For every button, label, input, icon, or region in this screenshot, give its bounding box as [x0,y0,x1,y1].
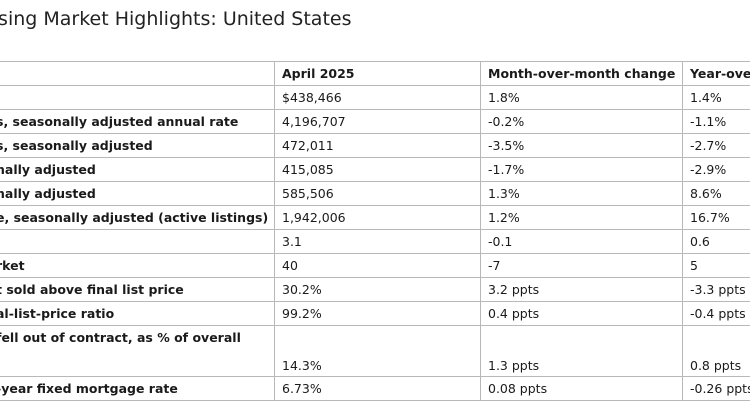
mom-value-cell: 1.3% [480,181,683,206]
yoy-value-cell: -1.1% [682,109,750,134]
metric-cell: s, seasonally adjusted annual rate [0,109,275,134]
mom-value-cell: 1.2% [480,205,683,230]
mom-value-cell: 1.8% [480,85,683,110]
mom-value-cell: -1.7% [480,157,683,182]
april-value-cell: 4,196,707 [274,109,481,134]
table-row: rket 40 -7 5 [0,253,750,278]
housing-highlights-table: April 2025 Month-over-month change Year-… [0,61,750,401]
yoy-value-cell: 5 [682,253,750,278]
yoy-value-cell: 16.7% [682,205,750,230]
mom-value-cell: -3.5% [480,133,683,158]
yoy-value-cell: -0.26 ppts [682,376,750,401]
header-mom-change: Month-over-month change [480,61,683,86]
mom-value-cell: -7 [480,253,683,278]
mom-value-cell: 0.4 ppts [480,301,683,326]
yoy-value-cell: 1.4% [682,85,750,110]
yoy-value-cell: 0.8 ppts [682,325,750,377]
header-yoy-change: Year-over-y [682,61,750,86]
header-april-2025: April 2025 [274,61,481,86]
april-value-cell: 585,506 [274,181,481,206]
metric-cell: -year fixed mortgage rate [0,376,275,401]
table-row: e, seasonally adjusted (active listings)… [0,205,750,230]
yoy-value-cell: -2.9% [682,157,750,182]
metric-cell: fell out of contract, as % of overall [0,325,275,377]
april-value-cell: 30.2% [274,277,481,302]
metric-cell: s, seasonally adjusted [0,133,275,158]
yoy-value-cell: -2.7% [682,133,750,158]
yoy-value-cell: 0.6 [682,229,750,254]
table-row: t sold above final list price 30.2% 3.2 … [0,277,750,302]
table-row: s, seasonally adjusted annual rate 4,196… [0,109,750,134]
april-value-cell: 40 [274,253,481,278]
metric-cell: nally adjusted [0,157,275,182]
table-row: al-list-price ratio 99.2% 0.4 ppts -0.4 … [0,301,750,326]
mom-value-cell: 0.08 ppts [480,376,683,401]
table-row: nally adjusted 585,506 1.3% 8.6% [0,181,750,206]
yoy-value-cell: -0.4 ppts [682,301,750,326]
april-value-cell: 472,011 [274,133,481,158]
metric-cell: al-list-price ratio [0,301,275,326]
mom-value-cell: -0.2% [480,109,683,134]
table-header-row: April 2025 Month-over-month change Year-… [0,61,750,86]
metric-cell: rket [0,253,275,278]
yoy-value-cell: 8.6% [682,181,750,206]
april-value-cell: 99.2% [274,301,481,326]
metric-cell: e, seasonally adjusted (active listings) [0,205,275,230]
metric-cell: t sold above final list price [0,277,275,302]
header-metric [0,61,275,86]
april-value-cell: 6.73% [274,376,481,401]
metric-cell [0,229,275,254]
mom-value-cell: 1.3 ppts [480,325,683,377]
mom-value-cell: -0.1 [480,229,683,254]
metric-cell: nally adjusted [0,181,275,206]
table-row: -year fixed mortgage rate 6.73% 0.08 ppt… [0,376,750,401]
table-row: nally adjusted 415,085 -1.7% -2.9% [0,157,750,182]
table-row: 3.1 -0.1 0.6 [0,229,750,254]
april-value-cell: $438,466 [274,85,481,110]
april-value-cell: 3.1 [274,229,481,254]
april-value-cell: 14.3% [274,325,481,377]
metric-cell [0,85,275,110]
table-row: s, seasonally adjusted 472,011 -3.5% -2.… [0,133,750,158]
yoy-value-cell: -3.3 ppts [682,277,750,302]
table-row: fell out of contract, as % of overall 14… [0,325,750,377]
mom-value-cell: 3.2 ppts [480,277,683,302]
page-title: using Market Highlights: United States [0,8,352,30]
april-value-cell: 1,942,006 [274,205,481,230]
april-value-cell: 415,085 [274,157,481,182]
table-row: $438,466 1.8% 1.4% [0,85,750,110]
